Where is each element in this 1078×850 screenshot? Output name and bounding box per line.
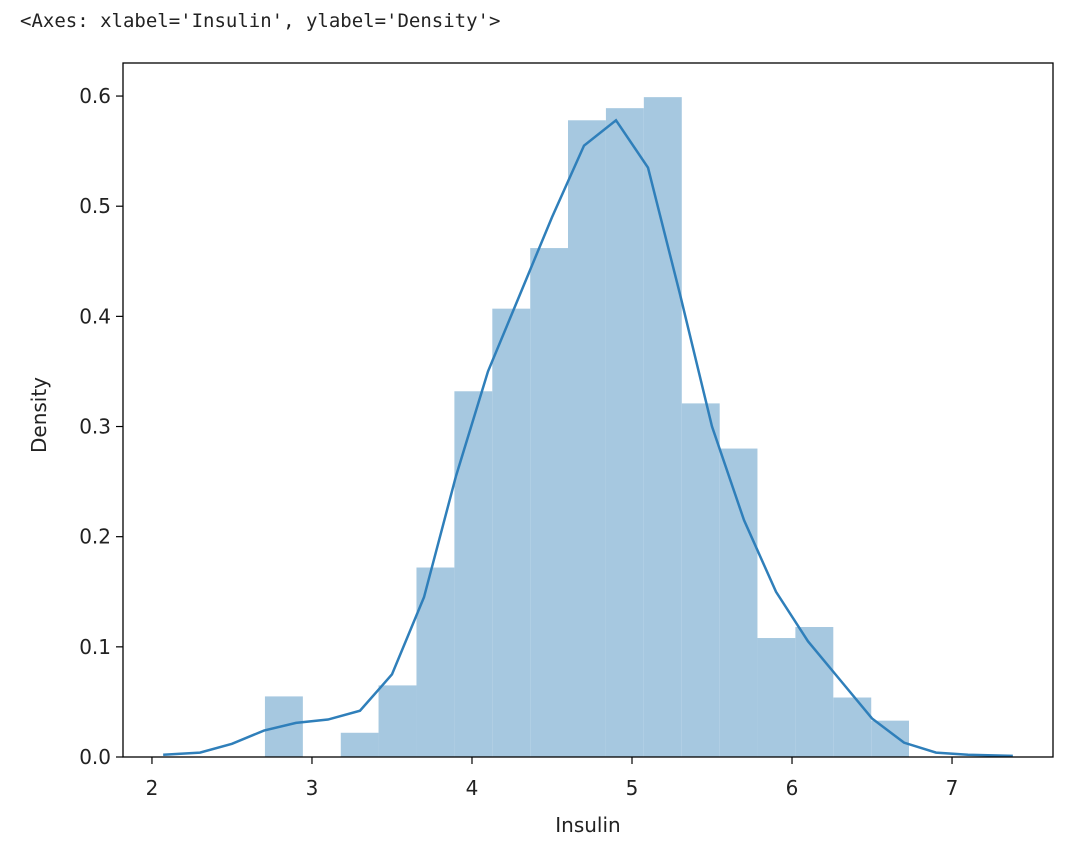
kde-line bbox=[163, 118, 1013, 758]
y-tick-label: 0.0 bbox=[79, 745, 111, 769]
bar bbox=[605, 108, 644, 757]
y-tick-label: 0.3 bbox=[79, 415, 111, 439]
bar bbox=[492, 308, 531, 757]
bar bbox=[757, 638, 796, 757]
bar bbox=[833, 697, 872, 757]
y-tick-label: 0.1 bbox=[79, 635, 111, 659]
x-tick-label: 7 bbox=[946, 776, 959, 800]
x-tick-label: 2 bbox=[146, 776, 159, 800]
bar bbox=[681, 403, 720, 757]
bar bbox=[340, 732, 379, 757]
x-tick-label: 5 bbox=[626, 776, 639, 800]
bar bbox=[530, 248, 568, 758]
bar bbox=[567, 120, 606, 758]
x-tick-label: 3 bbox=[306, 776, 319, 800]
bar bbox=[871, 720, 909, 757]
x-tick-label: 4 bbox=[466, 776, 479, 800]
axes-frame bbox=[122, 62, 1054, 758]
y-axis-label: Density bbox=[27, 377, 51, 453]
bar bbox=[378, 685, 417, 757]
y-tick-label: 0.5 bbox=[79, 194, 111, 218]
y-tick-label: 0.4 bbox=[79, 304, 111, 328]
bar bbox=[416, 567, 455, 757]
bar bbox=[454, 391, 493, 757]
x-axis-label: Insulin bbox=[555, 813, 620, 837]
bar bbox=[719, 448, 758, 757]
y-tick-label: 0.2 bbox=[79, 525, 111, 549]
bar bbox=[795, 627, 834, 757]
y-tick-label: 0.6 bbox=[79, 84, 111, 108]
output-text: <Axes: xlabel='Insulin', ylabel='Density… bbox=[20, 10, 500, 32]
x-tick-label: 6 bbox=[786, 776, 799, 800]
bar bbox=[643, 97, 682, 757]
